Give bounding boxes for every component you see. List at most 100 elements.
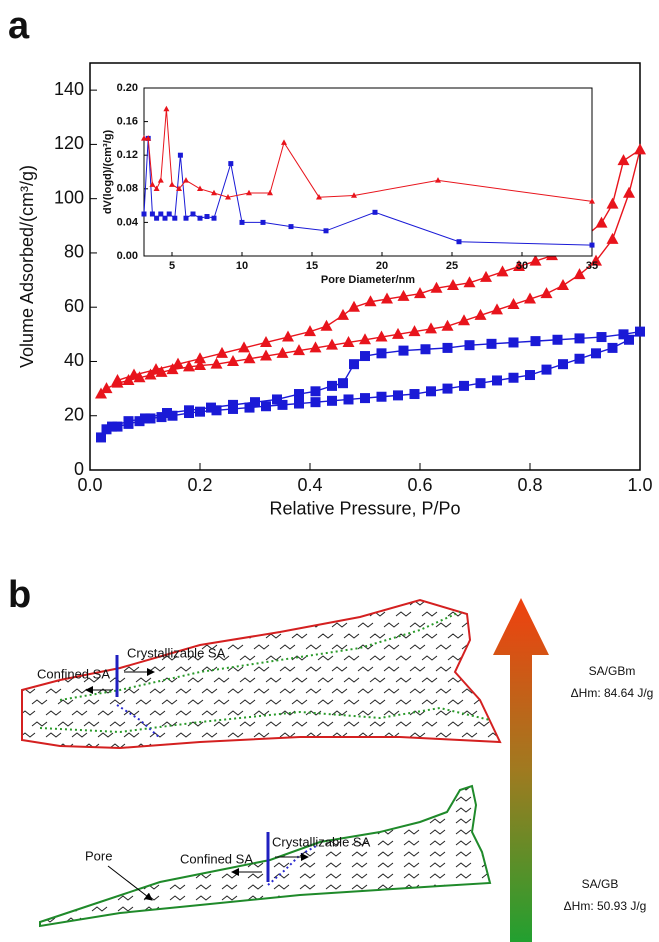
molecule — [357, 600, 374, 606]
point — [376, 348, 387, 359]
molecule — [221, 786, 238, 791]
molecule — [149, 710, 166, 716]
point — [260, 349, 272, 361]
molecule — [187, 611, 204, 617]
molecule — [143, 840, 160, 846]
molecule — [187, 655, 204, 661]
molecule — [65, 873, 82, 879]
molecule — [91, 840, 108, 846]
molecule — [377, 840, 394, 846]
molecule — [369, 633, 386, 639]
point — [529, 254, 542, 266]
x-tick-label: 0.2 — [187, 475, 212, 495]
molecule — [409, 644, 426, 650]
point — [635, 326, 645, 337]
molecule — [325, 851, 342, 857]
molecule — [91, 829, 108, 835]
molecule — [247, 862, 264, 868]
molecule — [325, 840, 342, 846]
point — [617, 154, 630, 166]
molecule — [357, 622, 374, 628]
molecule — [71, 600, 88, 606]
molecule — [383, 622, 400, 628]
molecule — [461, 600, 478, 606]
x-tick-label: 15 — [306, 260, 318, 272]
molecule — [351, 917, 368, 923]
molecule — [65, 796, 82, 802]
molecule — [221, 884, 238, 890]
molecule — [117, 862, 134, 868]
molecule — [317, 721, 334, 727]
molecule — [403, 862, 420, 868]
molecule — [40, 840, 56, 846]
molecule — [447, 721, 464, 727]
molecule — [97, 732, 114, 738]
molecule — [91, 917, 108, 923]
molecule — [22, 644, 36, 650]
molecule — [169, 807, 186, 813]
enthalpy-label: ΔHm: 84.64 J/g — [571, 686, 654, 700]
point — [414, 287, 426, 299]
x-tick-label: 0.6 — [407, 475, 432, 495]
molecule — [195, 807, 212, 813]
point — [392, 327, 404, 339]
molecule — [40, 873, 56, 879]
molecule — [421, 699, 438, 705]
point — [508, 372, 519, 383]
y-tick-label: 0.04 — [117, 216, 139, 228]
molecule — [97, 644, 114, 650]
molecule — [71, 688, 88, 694]
point — [464, 340, 475, 351]
molecule — [409, 622, 426, 628]
molecule — [45, 600, 62, 606]
molecule — [383, 732, 400, 738]
point — [260, 335, 272, 347]
molecule — [65, 862, 82, 868]
point — [474, 308, 487, 320]
y-tick-label: 100 — [54, 187, 84, 207]
molecule — [273, 884, 290, 890]
molecule — [357, 710, 374, 716]
molecule — [97, 600, 114, 606]
molecule — [57, 611, 74, 617]
point — [100, 382, 113, 394]
molecule — [435, 666, 452, 672]
point — [123, 416, 134, 427]
molecule — [40, 796, 56, 802]
molecule — [71, 644, 88, 650]
molecule — [227, 688, 244, 694]
molecule — [45, 622, 62, 628]
point — [141, 135, 147, 141]
molecule — [455, 873, 472, 879]
boundary — [116, 704, 161, 739]
point — [243, 352, 256, 364]
molecule — [265, 721, 282, 727]
molecule — [395, 677, 412, 683]
molecule — [123, 732, 140, 738]
molecule — [91, 786, 108, 791]
molecule — [403, 786, 420, 791]
molecule — [265, 611, 282, 617]
molecule — [40, 818, 56, 824]
molecule — [247, 807, 264, 813]
molecule — [40, 829, 56, 835]
molecule — [247, 829, 264, 835]
molecule — [247, 840, 264, 846]
point — [228, 161, 234, 167]
molecule — [273, 873, 290, 879]
molecule — [253, 732, 270, 738]
molecule — [429, 818, 446, 824]
molecule — [487, 732, 500, 738]
point — [246, 189, 252, 196]
molecule — [187, 633, 204, 639]
molecule — [421, 611, 438, 617]
molecule — [117, 807, 134, 813]
molecule — [135, 633, 152, 639]
point — [349, 359, 359, 370]
molecule — [83, 611, 100, 617]
molecule — [331, 688, 348, 694]
molecule — [239, 721, 256, 727]
molecule — [265, 743, 282, 748]
molecule — [83, 677, 100, 683]
